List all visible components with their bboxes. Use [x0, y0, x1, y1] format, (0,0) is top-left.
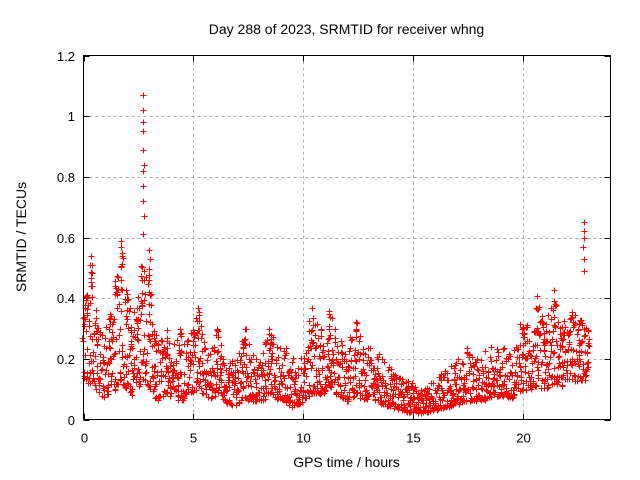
x-tick-label: 5	[190, 431, 197, 446]
plot-border	[83, 55, 611, 420]
y-tick-label: 0.6	[57, 231, 75, 246]
y-tick-label: 1.2	[57, 49, 75, 64]
y-axis-label: SRMTID / TECUs	[13, 181, 29, 293]
scatter-points	[79, 92, 593, 417]
y-tick-label: 0.4	[57, 291, 75, 306]
x-tick-label: 15	[406, 431, 420, 446]
x-tick-label: 0	[81, 431, 88, 446]
y-tick-label: 0	[68, 413, 75, 428]
y-tick-label: 0.8	[57, 170, 75, 185]
x-tick-label: 20	[516, 431, 530, 446]
x-tick-label: 10	[296, 431, 310, 446]
chart-title: Day 288 of 2023, SRMTID for receiver whn…	[208, 21, 485, 37]
x-axis-label: GPS time / hours	[293, 454, 400, 470]
y-tick-label: 1	[68, 109, 75, 124]
y-tick-label: 0.2	[57, 352, 75, 367]
